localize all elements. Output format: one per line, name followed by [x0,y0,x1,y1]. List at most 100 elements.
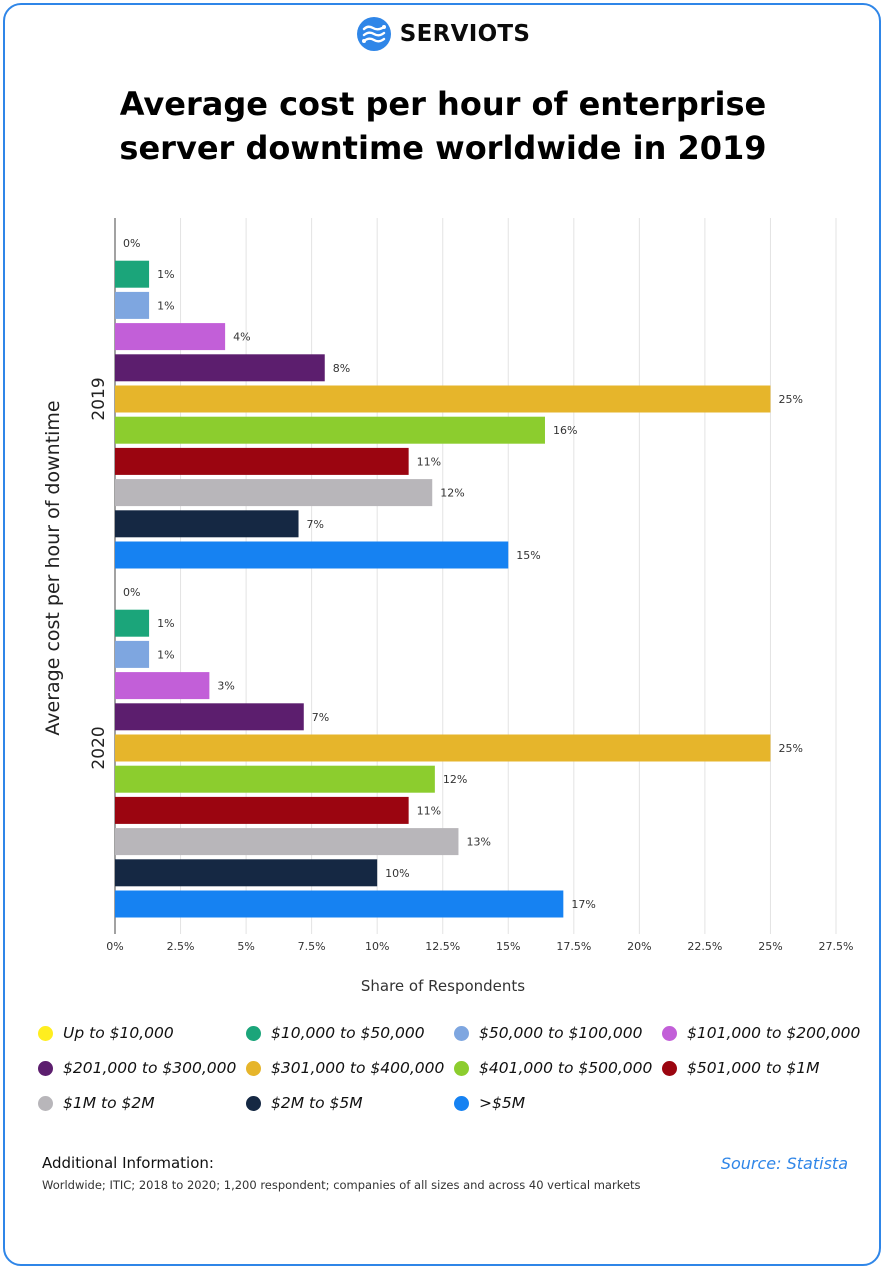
data-label: 1% [157,617,174,630]
bar-2019-1 [115,260,150,288]
bar-2020-5 [115,734,771,762]
y-axis-title: Average cost per hour of downtime [42,400,64,735]
legend-swatch [38,1060,53,1076]
bar-2020-6 [115,765,435,793]
brand-header: SERVIOTS [0,16,886,52]
x-tick-label: 7.5% [298,940,326,953]
legend-swatch [454,1060,469,1076]
legend-swatch [246,1060,261,1076]
bar-2019-2 [115,291,150,319]
x-tick-label: 2.5% [167,940,195,953]
data-label: 25% [778,393,802,406]
brand-name: SERVIOTS [399,21,531,47]
data-label: 10% [385,867,409,880]
legend-item: >$5M [454,1094,525,1112]
x-tick-label: 15% [496,940,520,953]
legend-item: $501,000 to $1M [662,1059,819,1077]
data-label: 3% [217,680,234,693]
legend-swatch [662,1025,677,1041]
legend-swatch [662,1060,677,1076]
bar-2020-9 [115,859,378,887]
legend-label: $501,000 to $1M [687,1059,820,1077]
legend-item: $401,000 to $500,000 [454,1059,652,1077]
data-label: 8% [333,362,350,375]
data-label: 12% [440,487,464,500]
data-label: 0% [123,586,140,599]
data-label: 25% [778,742,802,755]
bar-chart: 0% 2.5% 5% 7.5% 10% 12.5% 15% 17.5% 20% 22.5% 25% 2… [42,218,854,995]
legend-item: $50,000 to $100,000 [454,1024,642,1042]
data-label: 7% [312,711,329,724]
legend-item: Up to $10,000 [38,1024,174,1042]
card-frame [3,3,881,1266]
data-label: 12% [443,773,467,786]
legend-label: >$5M [479,1094,526,1112]
legend-label: $10,000 to $50,000 [271,1024,425,1042]
x-tick-label: 20% [627,940,651,953]
legend-item: $201,000 to $300,000 [38,1059,236,1077]
source-credit: Source: Statista [720,1154,848,1173]
legend-item: $101,000 to $200,000 [662,1024,860,1042]
data-label: 4% [233,331,250,344]
legend-label: $2M to $5M [271,1094,363,1112]
bar-2020-8 [115,828,459,856]
x-tick-label: 27.5% [819,940,854,953]
x-axis-title: Share of Respondents [361,977,525,995]
data-label: 1% [157,268,174,281]
additional-info-heading: Additional Information: [42,1154,214,1172]
bar-2020-3 [115,672,210,700]
bar-2019-7 [115,447,409,475]
data-label: 1% [157,648,174,661]
legend-label: $50,000 to $100,000 [479,1024,643,1042]
legend-item: $1M to $2M [38,1094,155,1112]
data-label: 11% [417,455,441,468]
data-label: 11% [417,804,441,817]
bar-2020-1 [115,609,150,637]
data-label: 17% [571,898,595,911]
x-tick-label: 17.5% [556,940,591,953]
bar-2019-3 [115,323,226,351]
legend-label: $201,000 to $300,000 [63,1059,237,1077]
legend-item: $2M to $5M [246,1094,363,1112]
legend-swatch [246,1025,261,1041]
bar-2019-6 [115,416,545,444]
serviots-logo-icon [356,17,391,51]
group-label-2019: 2019 [89,377,109,420]
legend-label: $301,000 to $400,000 [271,1059,445,1077]
data-label: 1% [157,299,174,312]
x-tick-label: 0% [106,940,123,953]
bar-2019-5 [115,385,771,413]
bar-2019-10 [115,541,509,569]
data-label: 15% [516,549,540,562]
additional-info-text: Worldwide; ITIC; 2018 to 2020; 1,200 res… [42,1178,641,1192]
legend-swatch [454,1095,469,1111]
bar-2020-7 [115,796,409,824]
x-tick-label: 22.5% [687,940,722,953]
data-label: 13% [466,836,490,849]
bar-2019-8 [115,479,433,507]
legend-item: $301,000 to $400,000 [246,1059,444,1077]
data-label: 0% [123,237,140,250]
group-label-2020: 2020 [89,726,109,769]
data-label: 16% [553,424,577,437]
legend-swatch [38,1095,53,1111]
bar-2019-4 [115,354,325,382]
bar-2019-9 [115,510,299,538]
legend-swatch [38,1025,53,1041]
chart-title: Average cost per hour of enterprise serv… [119,85,767,167]
legend-label: $401,000 to $500,000 [479,1059,653,1077]
x-tick-label: 25% [758,940,782,953]
legend-label: Up to $10,000 [63,1024,174,1042]
legend-swatch [454,1025,469,1041]
x-tick-label: 10% [365,940,389,953]
bar-2020-4 [115,703,304,731]
bar-2020-2 [115,640,150,668]
bar-2020-10 [115,890,564,918]
legend-label: $1M to $2M [63,1094,155,1112]
x-tick-label: 12.5% [425,940,460,953]
legend-item: $10,000 to $50,000 [246,1024,425,1042]
legend-label: $101,000 to $200,000 [687,1024,861,1042]
x-tick-label: 5% [237,940,254,953]
data-label: 7% [307,518,324,531]
legend-swatch [246,1095,261,1111]
